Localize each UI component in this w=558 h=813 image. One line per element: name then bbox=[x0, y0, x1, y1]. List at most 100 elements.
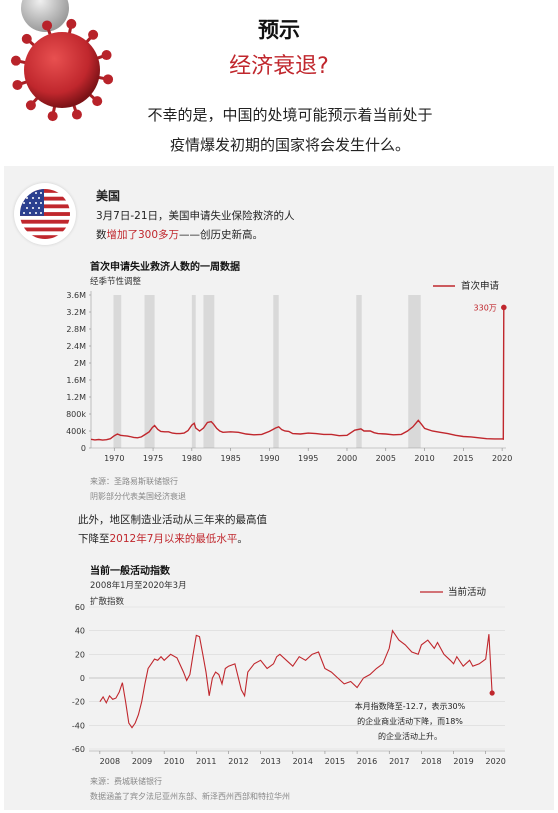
mid-description: 此外，地区制造业活动从三年来的最高值 下降至2012年7月以来的最低水平。 bbox=[78, 511, 378, 549]
y-tick-label: 0 bbox=[80, 674, 85, 683]
y-tick-label: 40 bbox=[75, 627, 85, 636]
legend-label: 当前活动 bbox=[448, 586, 486, 598]
chart2-source-line2: 数据涵盖了宾夕法尼亚州东部、新泽西州西部和特拉华州 bbox=[90, 792, 290, 801]
x-tick-label: 2014 bbox=[293, 757, 313, 766]
x-tick-label: 1995 bbox=[298, 454, 318, 463]
y-tick-label: 2.8M bbox=[66, 325, 86, 334]
virus-spike-head bbox=[92, 96, 103, 107]
legend-label: 首次申请 bbox=[461, 280, 500, 292]
x-tick-label: 2015 bbox=[325, 757, 345, 766]
recession-band bbox=[191, 295, 196, 448]
y-tick-label: -40 bbox=[72, 721, 85, 730]
virus-spike-head bbox=[10, 55, 21, 66]
header-description: 不幸的是，中国的处境可能预示着当前处于 疫情爆发初期的国家将会发生什么。 bbox=[110, 100, 470, 160]
us-text-line2: 数增加了300多万——创历史新高。 bbox=[96, 226, 346, 245]
recession-band bbox=[144, 295, 155, 448]
y-tick-label: -60 bbox=[72, 745, 85, 754]
virus-spike-head bbox=[42, 20, 53, 31]
mid-text-highlight: 2012年7月以来的最低水平 bbox=[109, 533, 238, 545]
x-tick-label: 1990 bbox=[259, 454, 279, 463]
virus-spike-head bbox=[25, 100, 36, 111]
virus-spike-head bbox=[71, 109, 82, 120]
mid-text2c: 。 bbox=[237, 533, 248, 545]
us-text2a: 数 bbox=[96, 229, 107, 241]
chart1-subtitle: 经季节性调整 bbox=[90, 277, 142, 287]
y-tick-label: 3.2M bbox=[66, 308, 86, 317]
annotation-line: 本月指数降至-12.7，表示30% bbox=[355, 701, 466, 711]
chart2-ylabel: 扩散指数 bbox=[90, 597, 125, 607]
x-tick-label: 1970 bbox=[104, 454, 124, 463]
chart2-source-line1: 来源：费城联储银行 bbox=[90, 777, 162, 786]
x-tick-label: 1985 bbox=[220, 454, 240, 463]
recession-band bbox=[408, 295, 421, 448]
chart1-source-line2: 阴影部分代表美国经济衰退 bbox=[90, 492, 186, 501]
x-tick-label: 1975 bbox=[143, 454, 163, 463]
virus-spike-head bbox=[101, 50, 112, 61]
us-text-line1: 3月7日-21日，美国申请失业保险救济的人 bbox=[96, 210, 295, 222]
recession-band bbox=[273, 295, 279, 448]
y-tick-label: 800k bbox=[66, 410, 86, 419]
virus-spike-head bbox=[66, 18, 77, 29]
header-subtitle: 经济衰退? bbox=[229, 54, 329, 79]
x-tick-label: 2016 bbox=[357, 757, 377, 766]
recession-band bbox=[356, 295, 362, 448]
country-name: 美国 bbox=[96, 189, 121, 203]
y-tick-label: 2M bbox=[74, 359, 86, 368]
y-tick-label: 20 bbox=[75, 650, 85, 659]
us-text2c: ——创历史新高。 bbox=[179, 229, 264, 241]
last-point-marker bbox=[489, 690, 495, 696]
mid-text-line1: 此外，地区制造业活动从三年来的最高值 bbox=[78, 514, 267, 526]
annotation-line: 的企业商业活动下降，而18% bbox=[357, 716, 463, 726]
y-tick-label: 60 bbox=[75, 603, 85, 612]
x-tick-label: 2020 bbox=[492, 454, 512, 463]
last-point-marker bbox=[501, 304, 507, 311]
x-tick-label: 2010 bbox=[414, 454, 434, 463]
us-flag-icon bbox=[20, 189, 70, 239]
x-tick-label: 2018 bbox=[421, 757, 441, 766]
y-tick-label: 1.2M bbox=[66, 393, 86, 402]
chart2-svg: -60 -40 -20 0 20 40 60 2008 2009 2010 2011 2012 2013… bbox=[72, 586, 506, 766]
chart1-svg: 0 400k 800k 1.2M 1.6M 2M 2.4M 2.8M 3.2M 3.6M 1970 1… bbox=[66, 280, 512, 463]
x-tick-label: 2019 bbox=[453, 757, 473, 766]
us-description: 3月7日-21日，美国申请失业保险救济的人 数增加了300多万——创历史新高。 bbox=[96, 207, 346, 245]
x-tick-label: 2010 bbox=[164, 757, 184, 766]
chart2-title: 当前一般活动指数 bbox=[90, 566, 170, 577]
chart2-source: 来源：费城联储银行 数据涵盖了宾夕法尼亚州东部、新泽西州西部和特拉华州 bbox=[90, 774, 290, 804]
header-desc-line1: 不幸的是，中国的处境可能预示着当前处于 bbox=[147, 106, 433, 124]
x-tick-label: 2015 bbox=[453, 454, 473, 463]
annotation-line: 的企业活动上升。 bbox=[378, 731, 442, 741]
virus-spike-head bbox=[103, 74, 114, 85]
y-tick-label: 0 bbox=[81, 444, 86, 453]
content-panel bbox=[4, 166, 554, 810]
virus-spike-head bbox=[21, 33, 32, 44]
mid-text2a: 下降至 bbox=[78, 533, 110, 545]
chart2-subtitle: 2008年1月至2020年3月 bbox=[90, 581, 187, 591]
y-tick-label: -20 bbox=[72, 698, 85, 707]
x-tick-label: 2005 bbox=[376, 454, 396, 463]
chart1-title: 首次申请失业救济人数的一周数据 bbox=[90, 262, 240, 273]
y-tick-label: 1.6M bbox=[66, 376, 86, 385]
us-text-highlight: 增加了300多万 bbox=[106, 229, 180, 241]
recession-band bbox=[113, 295, 122, 448]
series-line-activity bbox=[99, 629, 493, 729]
virus-spike-head bbox=[12, 79, 23, 90]
chart1-source-line1: 来源：圣路易斯联储银行 bbox=[90, 477, 178, 486]
virus-spike-head bbox=[47, 111, 58, 122]
x-tick-label: 2020 bbox=[486, 757, 506, 766]
y-tick-label: 3.6M bbox=[66, 291, 86, 300]
x-tick-label: 2011 bbox=[196, 757, 216, 766]
x-tick-label: 2017 bbox=[389, 757, 409, 766]
y-tick-label: 400k bbox=[66, 427, 86, 436]
virus-spike-head bbox=[88, 29, 99, 40]
header-title: 预示 bbox=[258, 18, 300, 42]
x-tick-label: 2009 bbox=[132, 757, 152, 766]
mid-text-line2: 下降至2012年7月以来的最低水平。 bbox=[78, 530, 378, 549]
x-tick-label: 1980 bbox=[182, 454, 202, 463]
x-tick-label: 2013 bbox=[260, 757, 280, 766]
x-tick-label: 2008 bbox=[100, 757, 120, 766]
y-tick-label: 2.4M bbox=[66, 342, 86, 351]
chart1-source: 来源：圣路易斯联储银行 阴影部分代表美国经济衰退 bbox=[90, 474, 186, 504]
x-tick-label: 2012 bbox=[228, 757, 248, 766]
series-line-claims bbox=[90, 307, 505, 441]
recession-band bbox=[203, 295, 215, 448]
